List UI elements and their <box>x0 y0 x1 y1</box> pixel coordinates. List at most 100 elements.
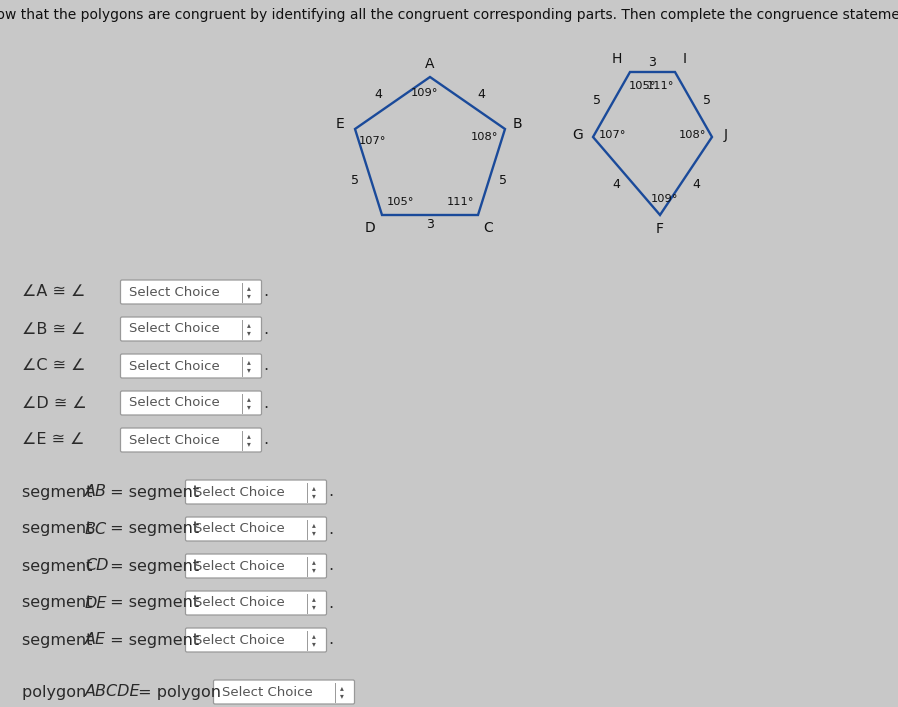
Text: Select Choice: Select Choice <box>194 522 285 535</box>
Text: ▾: ▾ <box>247 329 251 337</box>
Text: ▴: ▴ <box>247 284 251 293</box>
Text: ▴: ▴ <box>247 395 251 404</box>
Text: DE: DE <box>85 595 108 611</box>
Text: segment: segment <box>22 484 98 500</box>
Text: ▾: ▾ <box>340 691 344 701</box>
Text: = polygon: = polygon <box>133 684 221 699</box>
Text: ▴: ▴ <box>313 520 316 530</box>
Text: segment: segment <box>22 522 98 537</box>
Text: ∠A ≅ ∠: ∠A ≅ ∠ <box>22 284 85 300</box>
Text: Select Choice: Select Choice <box>129 397 220 409</box>
Text: ▴: ▴ <box>247 431 251 440</box>
Text: .: . <box>263 322 269 337</box>
Text: 4: 4 <box>612 178 621 192</box>
Text: B: B <box>512 117 522 131</box>
Text: 111°: 111° <box>647 81 674 91</box>
Text: ▾: ▾ <box>247 366 251 375</box>
Text: ▴: ▴ <box>247 320 251 329</box>
FancyBboxPatch shape <box>186 554 327 578</box>
Text: ABCDE: ABCDE <box>85 684 141 699</box>
FancyBboxPatch shape <box>120 280 261 304</box>
Text: .: . <box>328 559 333 573</box>
Text: .: . <box>328 595 333 611</box>
Text: 5: 5 <box>703 94 711 107</box>
Text: H: H <box>612 52 622 66</box>
FancyBboxPatch shape <box>120 317 261 341</box>
Text: Select Choice: Select Choice <box>194 486 285 498</box>
Text: ∠C ≅ ∠: ∠C ≅ ∠ <box>22 358 85 373</box>
Text: ▴: ▴ <box>313 558 316 566</box>
Text: 109°: 109° <box>411 88 439 98</box>
Text: Select Choice: Select Choice <box>129 359 220 373</box>
Text: Select Choice: Select Choice <box>222 686 313 699</box>
Text: E: E <box>336 117 344 131</box>
Text: ▾: ▾ <box>313 640 316 648</box>
Text: .: . <box>328 633 333 648</box>
Text: 3: 3 <box>426 218 434 230</box>
Text: .: . <box>328 522 333 537</box>
Text: 4: 4 <box>692 178 700 192</box>
Text: 105°: 105° <box>629 81 656 91</box>
Text: 5: 5 <box>499 173 507 187</box>
Text: ▴: ▴ <box>313 631 316 641</box>
Text: G: G <box>573 128 584 142</box>
Text: ▴: ▴ <box>247 358 251 366</box>
Text: 109°: 109° <box>651 194 679 204</box>
Text: 4: 4 <box>374 88 383 102</box>
Text: CD: CD <box>85 559 109 573</box>
Text: = segment: = segment <box>105 522 199 537</box>
Text: .: . <box>263 433 269 448</box>
Text: ▾: ▾ <box>313 602 316 612</box>
Text: Select Choice: Select Choice <box>129 286 220 298</box>
Text: AE: AE <box>85 633 106 648</box>
Text: 5: 5 <box>351 173 359 187</box>
Text: ▴: ▴ <box>313 484 316 493</box>
Text: 105°: 105° <box>386 197 414 207</box>
Text: Select Choice: Select Choice <box>129 322 220 336</box>
Text: ▾: ▾ <box>247 402 251 411</box>
Text: ▾: ▾ <box>247 291 251 300</box>
Text: 108°: 108° <box>678 130 706 140</box>
Text: Select Choice: Select Choice <box>194 597 285 609</box>
FancyBboxPatch shape <box>120 428 261 452</box>
Text: .: . <box>263 395 269 411</box>
Text: ▾: ▾ <box>313 529 316 537</box>
Text: BC: BC <box>85 522 107 537</box>
Text: segment: segment <box>22 559 98 573</box>
Text: I: I <box>683 52 687 66</box>
Text: = segment: = segment <box>105 633 199 648</box>
Text: ∠B ≅ ∠: ∠B ≅ ∠ <box>22 322 85 337</box>
Text: = segment: = segment <box>105 595 199 611</box>
Text: C: C <box>483 221 493 235</box>
Text: 108°: 108° <box>471 132 498 142</box>
Text: 107°: 107° <box>359 136 387 146</box>
Text: 4: 4 <box>478 88 486 102</box>
Text: .: . <box>263 358 269 373</box>
Text: Select Choice: Select Choice <box>194 559 285 573</box>
Text: ▾: ▾ <box>247 440 251 448</box>
Text: ▾: ▾ <box>313 491 316 501</box>
Text: ▴: ▴ <box>340 684 344 692</box>
Text: ∠D ≅ ∠: ∠D ≅ ∠ <box>22 395 87 411</box>
Text: A: A <box>426 57 435 71</box>
Text: 111°: 111° <box>446 197 474 207</box>
Text: ▴: ▴ <box>313 595 316 604</box>
Text: = segment: = segment <box>105 484 199 500</box>
Text: F: F <box>656 222 664 236</box>
Text: AB: AB <box>85 484 107 500</box>
Text: .: . <box>328 484 333 500</box>
Text: ▾: ▾ <box>313 566 316 575</box>
Text: Show that the polygons are congruent by identifying all the congruent correspond: Show that the polygons are congruent by … <box>0 8 898 22</box>
FancyBboxPatch shape <box>120 391 261 415</box>
Text: Select Choice: Select Choice <box>194 633 285 646</box>
FancyBboxPatch shape <box>214 680 355 704</box>
Text: Select Choice: Select Choice <box>129 433 220 447</box>
Text: 107°: 107° <box>599 130 627 140</box>
Text: D: D <box>365 221 375 235</box>
Text: segment: segment <box>22 595 98 611</box>
Text: = segment: = segment <box>105 559 199 573</box>
FancyBboxPatch shape <box>186 480 327 504</box>
Text: 5: 5 <box>594 94 602 107</box>
Text: J: J <box>724 128 728 142</box>
FancyBboxPatch shape <box>186 517 327 541</box>
